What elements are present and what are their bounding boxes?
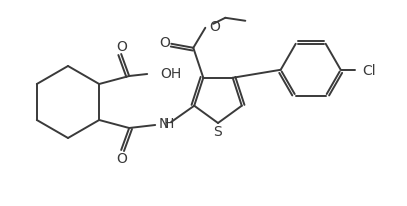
Text: O: O <box>117 151 128 165</box>
Text: Cl: Cl <box>363 63 376 77</box>
Text: N: N <box>158 116 168 130</box>
Text: O: O <box>159 36 170 49</box>
Text: S: S <box>214 124 222 138</box>
Text: O: O <box>209 20 220 34</box>
Text: OH: OH <box>160 67 182 81</box>
Text: H: H <box>163 116 173 130</box>
Text: O: O <box>117 40 128 54</box>
